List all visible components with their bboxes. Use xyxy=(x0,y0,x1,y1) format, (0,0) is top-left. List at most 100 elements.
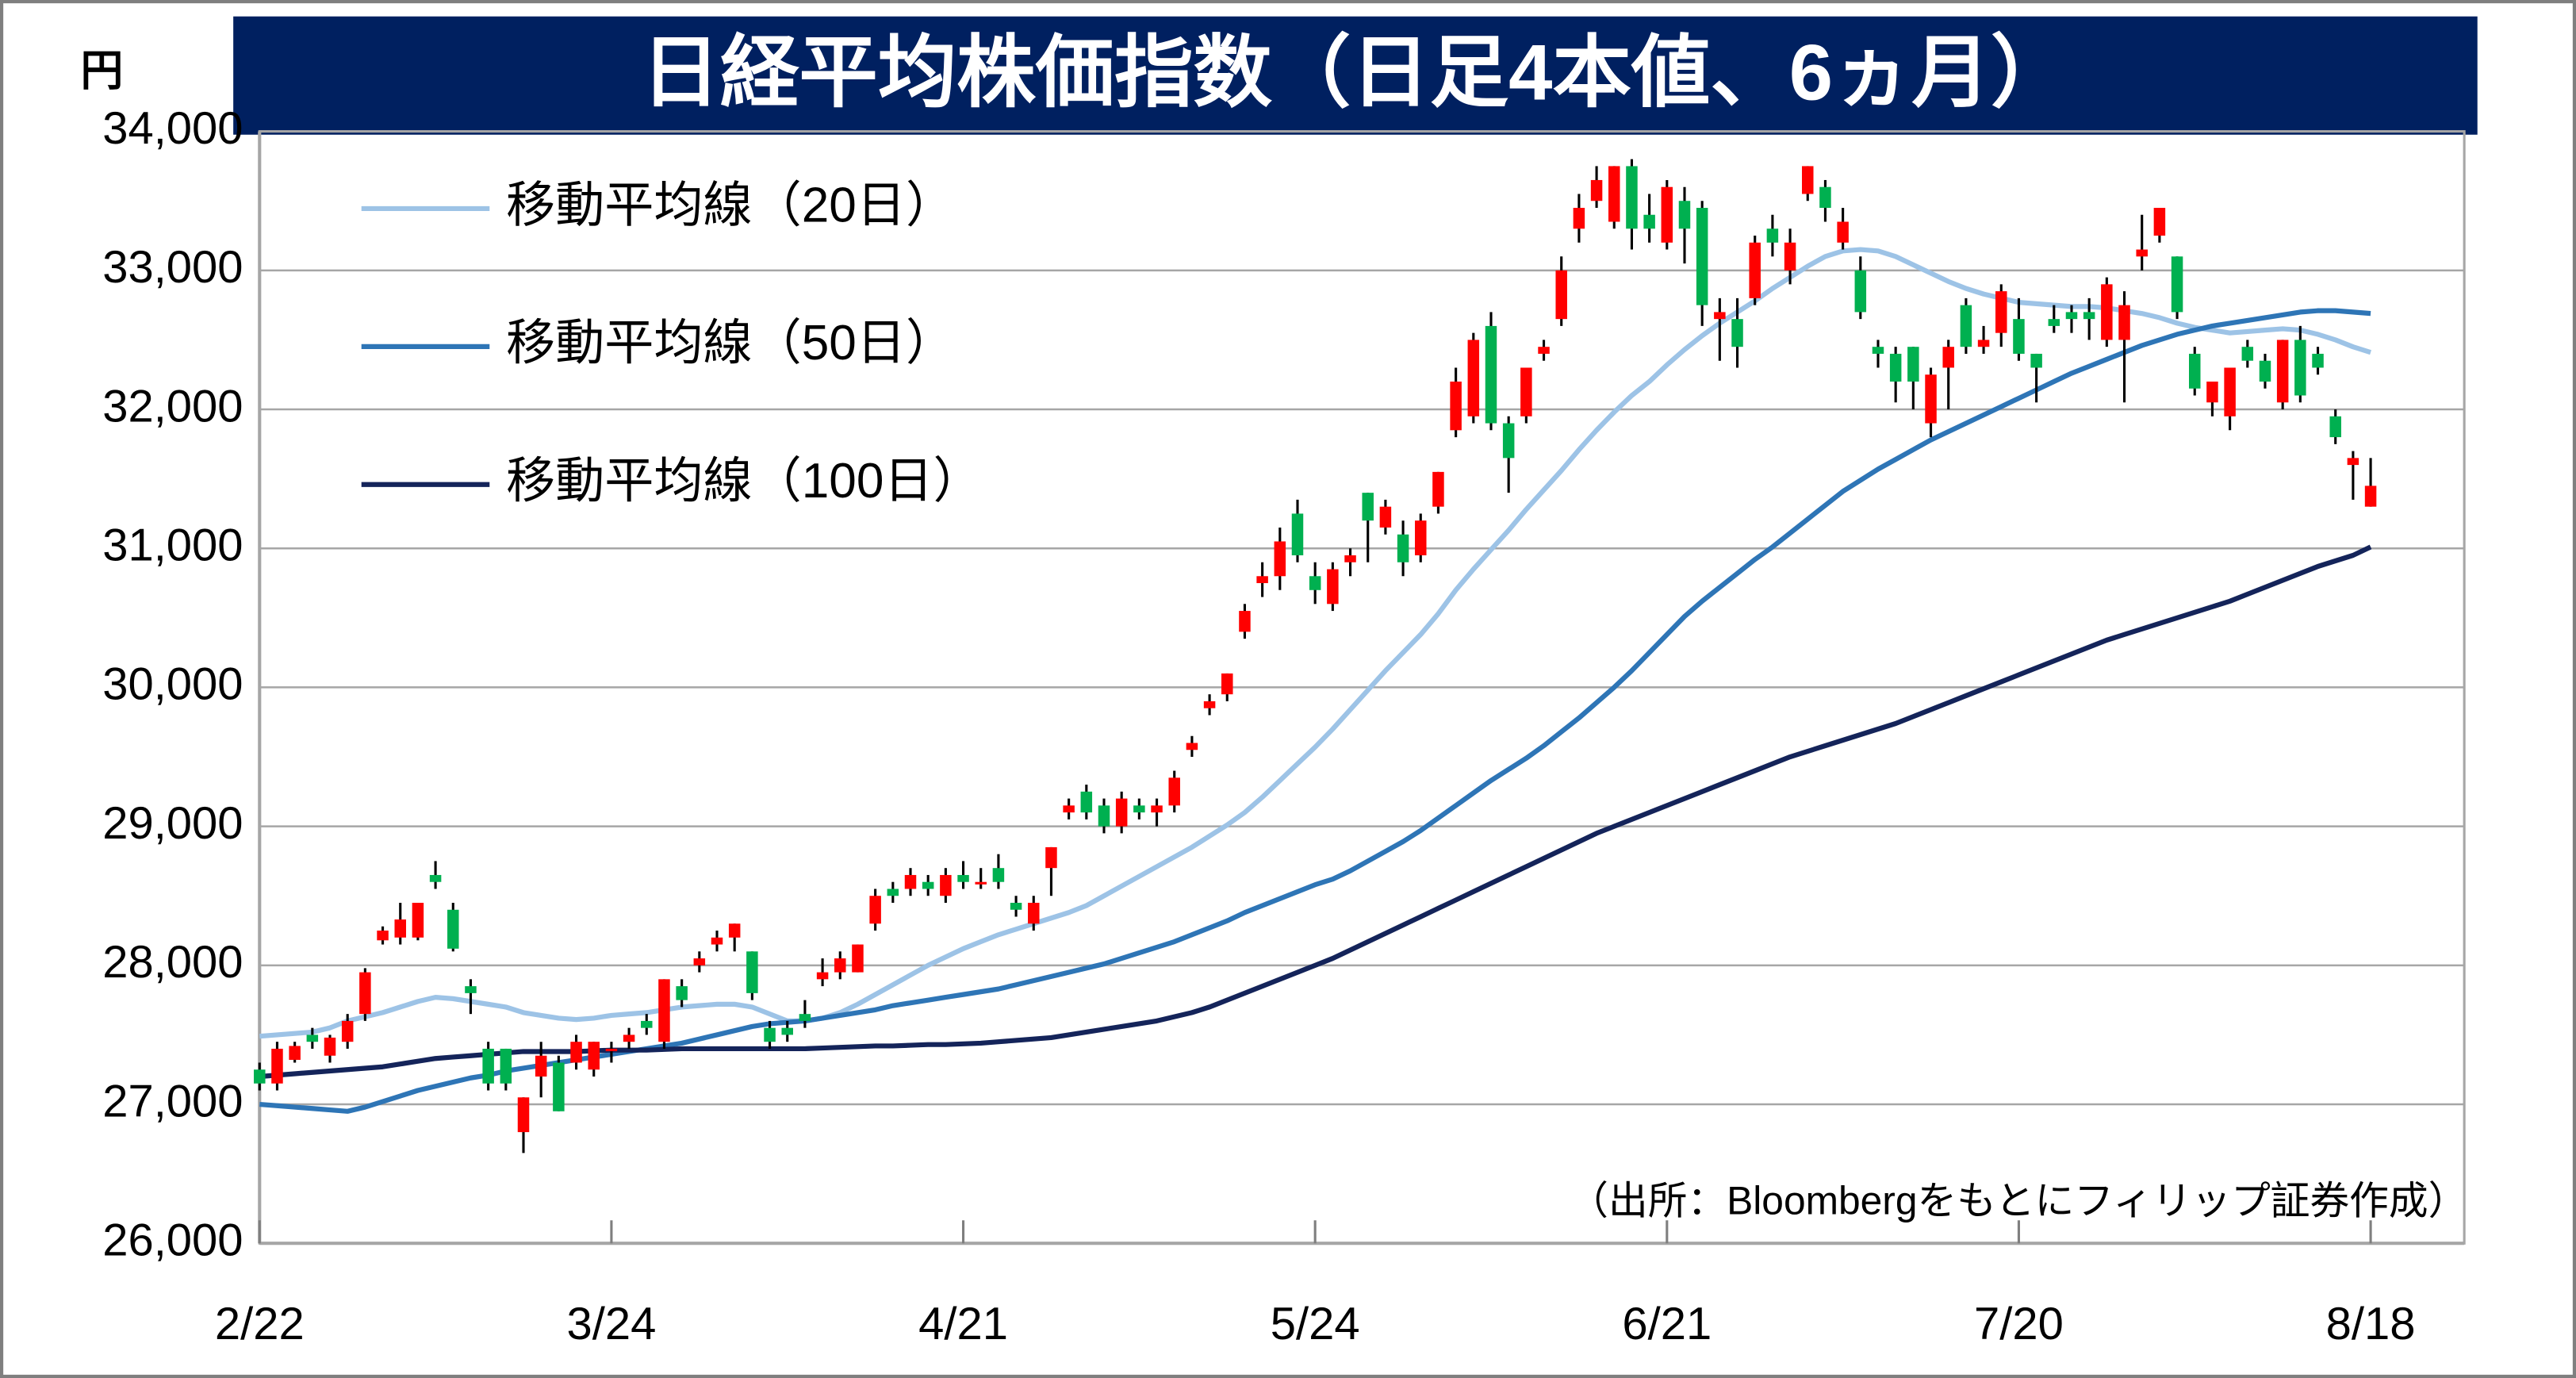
candle-body xyxy=(605,1048,618,1052)
candle-body xyxy=(1907,347,1919,382)
candle-body xyxy=(1520,367,1532,416)
candle-body xyxy=(1028,902,1040,924)
candle-body xyxy=(1837,221,1849,243)
candle-body xyxy=(728,923,741,938)
candle-body xyxy=(2347,458,2359,466)
candle-body xyxy=(1080,791,1093,813)
candle-body xyxy=(975,881,987,885)
candle-body xyxy=(1731,319,1743,347)
candle-body xyxy=(1309,576,1321,590)
candle-body xyxy=(2189,353,2201,389)
candle-body xyxy=(447,909,459,949)
candle-body xyxy=(711,937,723,945)
x-tick-label: 7/20 xyxy=(1974,1299,2064,1349)
candle-body xyxy=(465,986,477,993)
candle-body xyxy=(1221,673,1233,695)
candle-body xyxy=(1151,805,1163,813)
candle-body xyxy=(1203,701,1216,708)
candle-body xyxy=(1450,381,1462,431)
candle-body xyxy=(2065,312,2078,320)
candle-body xyxy=(852,944,864,973)
candle-body xyxy=(904,874,917,889)
x-tick-label: 8/18 xyxy=(2326,1299,2416,1349)
candle-body xyxy=(1010,902,1022,910)
candle-body xyxy=(1362,493,1374,521)
candle-body xyxy=(1977,340,1990,347)
x-tick-label: 5/24 xyxy=(1271,1299,1360,1349)
candle-body xyxy=(1678,201,1691,229)
candle-body xyxy=(341,1020,354,1042)
candle-body xyxy=(359,972,371,1015)
x-tick-label: 2/22 xyxy=(215,1299,305,1349)
y-tick-label: 34,000 xyxy=(102,103,243,154)
candle-body xyxy=(517,1097,530,1133)
candle-body xyxy=(1045,846,1057,869)
candle-body xyxy=(500,1048,512,1084)
candle-body xyxy=(1168,777,1180,806)
candle-body xyxy=(1256,576,1268,584)
candle-body xyxy=(1467,340,1480,416)
x-tick-label: 4/21 xyxy=(918,1299,1008,1349)
candle-body xyxy=(1854,270,1867,313)
candle-body xyxy=(1643,214,1655,229)
candle-body xyxy=(588,1042,600,1070)
candle-body xyxy=(1784,242,1796,271)
y-tick-label: 30,000 xyxy=(102,659,243,710)
candle-body xyxy=(1819,186,1831,208)
legend-label: 移動平均線（20日） xyxy=(506,178,955,232)
x-tick-label: 6/21 xyxy=(1622,1299,1712,1349)
candle-body xyxy=(887,889,899,896)
candle-body xyxy=(1115,798,1128,827)
candle-body xyxy=(2101,284,2113,340)
candle-body xyxy=(1432,471,1444,507)
candle-body xyxy=(623,1034,635,1042)
candle-body xyxy=(658,979,670,1042)
candle-body xyxy=(271,1048,283,1084)
candle-body xyxy=(429,874,442,882)
candle-body xyxy=(1291,513,1304,555)
candle-body xyxy=(1485,325,1497,424)
candle-body xyxy=(2206,381,2218,403)
candle-body xyxy=(2364,486,2377,507)
candle-body xyxy=(1063,805,1075,813)
candle-body xyxy=(992,868,1005,882)
candle-body xyxy=(2276,340,2289,403)
candle-body xyxy=(2171,256,2183,313)
candle-body xyxy=(2136,249,2148,257)
candle-body xyxy=(1802,166,1814,194)
y-tick-label: 27,000 xyxy=(102,1076,243,1127)
y-tick-label: 32,000 xyxy=(102,381,243,432)
candle-body xyxy=(553,1062,565,1111)
y-unit: 円 xyxy=(80,47,123,94)
candle-body xyxy=(1327,569,1339,605)
candle-body xyxy=(394,919,406,938)
plot-area: 26,000 27,000 28,000 29,000 30,000 31,000 32,0… xyxy=(102,103,2466,1349)
candle-body xyxy=(1379,506,1392,528)
candle-body xyxy=(1133,805,1145,813)
candle-body xyxy=(781,1027,793,1035)
candle-body xyxy=(2241,347,2254,361)
candle-body xyxy=(1661,186,1673,243)
candle-body xyxy=(834,958,846,973)
candle-body xyxy=(1766,228,1779,243)
candle-body xyxy=(2048,319,2060,326)
candle-body xyxy=(377,931,389,941)
candle-body xyxy=(570,1042,582,1063)
candle-body xyxy=(1344,555,1356,562)
candle-body xyxy=(482,1048,494,1084)
candle-body xyxy=(641,1020,653,1028)
candle-body xyxy=(1960,305,1972,347)
candle-body xyxy=(816,972,829,980)
x-tick-label: 3/24 xyxy=(566,1299,656,1349)
candle-body xyxy=(940,874,952,896)
candle-body xyxy=(1274,541,1286,577)
candle-body xyxy=(1696,207,1708,305)
candle-body xyxy=(957,874,969,882)
y-tick-label: 33,000 xyxy=(102,242,243,293)
candle-body xyxy=(2329,416,2341,438)
source-note: （出所：Bloombergをもとにフィリップ証券作成） xyxy=(1569,1179,2467,1223)
y-tick-label: 26,000 xyxy=(102,1215,243,1266)
candle-body xyxy=(1872,347,1884,354)
